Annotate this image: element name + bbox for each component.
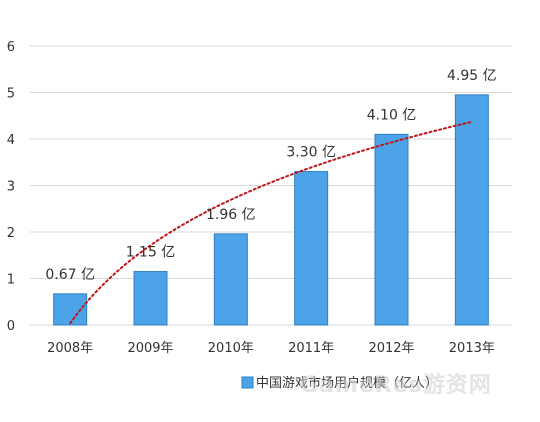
y-tick-label: 4 xyxy=(7,133,15,148)
x-tick-label: 2010年 xyxy=(208,341,254,356)
watermark: GameRes游资网 xyxy=(300,372,492,398)
trendline xyxy=(69,120,473,325)
bar xyxy=(454,94,489,326)
y-tick-label: 5 xyxy=(7,87,15,102)
y-tick-label: 2 xyxy=(7,226,15,241)
y-tick-label: 1 xyxy=(7,273,15,288)
grid-layer xyxy=(30,45,512,326)
data-label: 1.15 亿 xyxy=(126,245,176,261)
legend-label: 中国游戏市场用户规模（亿人） xyxy=(256,375,438,391)
trend-layer xyxy=(69,120,473,325)
bar xyxy=(294,171,329,326)
x-tick-label: 2009年 xyxy=(127,341,173,356)
data-label: 4.10 亿 xyxy=(367,107,417,123)
bar xyxy=(213,233,248,326)
bar xyxy=(53,293,88,326)
data-label: 3.30 亿 xyxy=(286,145,336,161)
x-tick-label: 2011年 xyxy=(288,341,334,356)
x-tick-label: 2013年 xyxy=(449,341,495,356)
x-tick-label: 2012年 xyxy=(368,341,414,356)
y-tick-label: 3 xyxy=(7,180,15,195)
data-label: 0.67 亿 xyxy=(45,267,95,283)
bar xyxy=(374,133,409,326)
y-tick-label: 0 xyxy=(7,319,15,334)
legend-swatch xyxy=(241,376,254,389)
data-label: 1.96 亿 xyxy=(206,207,256,223)
y-tick-label: 6 xyxy=(7,40,15,55)
bars-layer xyxy=(53,94,489,326)
legend: 中国游戏市场用户规模（亿人） xyxy=(241,375,438,391)
x-tick-label: 2008年 xyxy=(47,341,93,356)
bar xyxy=(133,271,168,326)
data-label: 4.95 亿 xyxy=(447,68,497,84)
labels-layer: 0 1 2 3 4 5 6 0.67 亿 2008年 1.15 亿 2009年 1.96 亿 2010年… xyxy=(7,40,497,356)
